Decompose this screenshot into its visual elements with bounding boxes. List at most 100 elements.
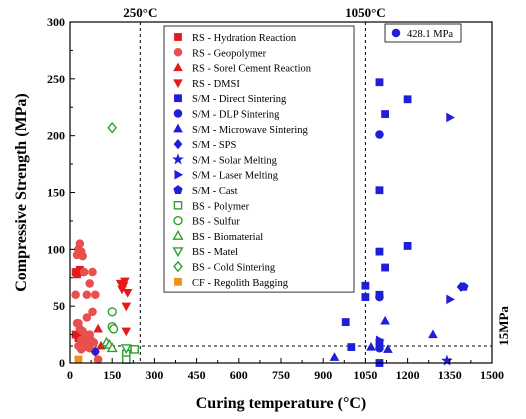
data-point <box>380 315 390 325</box>
data-point <box>381 263 389 272</box>
legend-marker <box>173 200 183 210</box>
data-point <box>79 338 89 347</box>
y-axis-title: Compressive Strength (MPa) <box>13 93 30 292</box>
data-points <box>71 78 469 367</box>
y-axis: 0 50 100 150 200 250 300 <box>47 15 75 370</box>
data-point <box>403 95 412 104</box>
data-point <box>459 281 469 291</box>
data-point <box>82 290 92 300</box>
legend-label: S/M - Microwave Sintering <box>192 125 309 136</box>
data-point <box>381 110 389 118</box>
legend-label: CF - Regolith Bagging <box>192 278 289 289</box>
data-point <box>122 288 133 298</box>
legend-label: S/M - Laser Melting <box>192 171 279 182</box>
legend-box <box>163 25 355 293</box>
data-point <box>78 251 87 261</box>
y-tick-label: 100 <box>47 242 65 256</box>
legend-marker <box>172 229 184 240</box>
x-tick-label: 900 <box>314 368 332 382</box>
data-point <box>82 313 92 322</box>
legend-marker <box>174 277 182 286</box>
vertical-reference-label: 250°C <box>123 5 157 20</box>
data-point <box>383 344 393 353</box>
annotation-frame <box>384 23 462 43</box>
data-point <box>446 112 455 123</box>
x-tick-label: 1500 <box>480 368 504 382</box>
data-point <box>120 277 130 287</box>
data-point <box>121 355 131 364</box>
data-point <box>90 346 100 357</box>
data-point <box>106 342 118 353</box>
data-point <box>120 344 132 355</box>
data-point <box>341 318 350 326</box>
data-point <box>93 323 103 333</box>
data-point <box>347 343 356 351</box>
x-tick-label: 1200 <box>396 368 420 382</box>
x-tick-label: 1050 <box>353 368 377 382</box>
data-point <box>375 78 384 87</box>
data-point <box>121 327 132 337</box>
legend-marker <box>174 94 182 103</box>
annotation-label: 428.1 MPa <box>407 29 453 40</box>
legend-label: S/M - Direct Sintering <box>192 94 287 105</box>
data-point <box>361 293 370 301</box>
data-point <box>74 355 83 364</box>
data-point <box>446 294 455 305</box>
legend-marker <box>174 33 182 41</box>
data-point <box>79 267 89 277</box>
data-point <box>366 341 376 351</box>
x-tick-label: 300 <box>145 368 163 382</box>
legend-label: S/M - DLP Sintering <box>192 110 280 121</box>
legend-label: RS - Sorel Cement Reaction <box>192 64 312 75</box>
x-tick-label: 0 <box>67 368 73 382</box>
legend-label: RS - Hydration Reaction <box>192 33 297 44</box>
data-point <box>85 279 94 288</box>
y-tick-label: 250 <box>47 72 65 86</box>
data-point <box>91 290 100 300</box>
data-point <box>130 345 140 354</box>
x-tick-label: 150 <box>103 368 121 382</box>
legend-marker <box>173 215 183 226</box>
x-axis-title: Curing temperature (°C) <box>196 395 367 412</box>
y-tick-label: 300 <box>47 15 65 29</box>
legend-label: BS - Matel <box>192 247 238 258</box>
data-point <box>375 292 384 302</box>
x-tick-label: 1350 <box>438 368 462 382</box>
data-point <box>75 239 85 248</box>
vertical-reference-label: 1050°C <box>345 5 386 20</box>
data-point <box>107 121 118 134</box>
horizontal-reference-label: 15MPa <box>496 306 511 346</box>
data-point <box>107 307 117 317</box>
data-point <box>361 281 370 290</box>
x-tick-label: 450 <box>188 368 206 382</box>
legend-marker <box>173 62 183 72</box>
data-point <box>403 242 412 250</box>
legend-marker <box>173 109 183 118</box>
data-point <box>375 130 384 139</box>
legend-label: S/M - Solar Melting <box>192 155 278 166</box>
legend-label: S/M - Cast <box>192 186 238 197</box>
y-tick-label: 150 <box>47 186 65 200</box>
legend-label: RS - DMSI <box>192 79 240 90</box>
legend-marker <box>173 79 183 89</box>
data-point <box>329 352 340 361</box>
legend-marker <box>173 48 183 57</box>
legend-marker <box>173 185 183 194</box>
data-point <box>88 307 97 317</box>
y-tick-label: 50 <box>53 299 65 313</box>
x-axis: 0 150 300 450 600 750 900 1050 1200 1350 1500 <box>67 358 504 382</box>
legend-label: RS - Geopolymer <box>192 48 267 59</box>
data-point <box>428 329 438 339</box>
legend-marker <box>172 247 184 258</box>
reference-lines <box>70 22 492 363</box>
legend-marker <box>173 123 183 133</box>
legend-marker <box>172 153 184 165</box>
x-tick-label: 600 <box>230 368 248 382</box>
legend: RS - Hydration Reaction RS - Geopolymer RS… <box>163 25 355 293</box>
data-point <box>93 355 103 364</box>
legend-label: BS - Polymer <box>192 201 250 212</box>
data-point <box>121 302 132 312</box>
legend-label: BS - Sulfur <box>192 217 240 228</box>
legend-label: BS - Cold Sintering <box>192 263 276 274</box>
